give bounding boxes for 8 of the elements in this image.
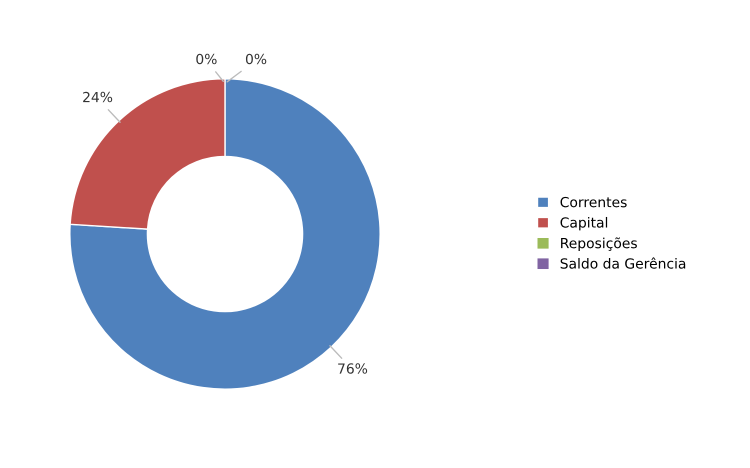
text: 0% bbox=[246, 54, 266, 64]
legend-label: Reposições bbox=[561, 237, 637, 252]
legend-label: Capital bbox=[560, 216, 608, 230]
data-label: 76% bbox=[338, 363, 368, 374]
legend-label: Saldo da Gerência bbox=[560, 257, 686, 269]
legend-label: Correntes bbox=[560, 196, 627, 208]
text: 0% bbox=[196, 54, 217, 64]
data-label: 24% bbox=[83, 92, 112, 102]
